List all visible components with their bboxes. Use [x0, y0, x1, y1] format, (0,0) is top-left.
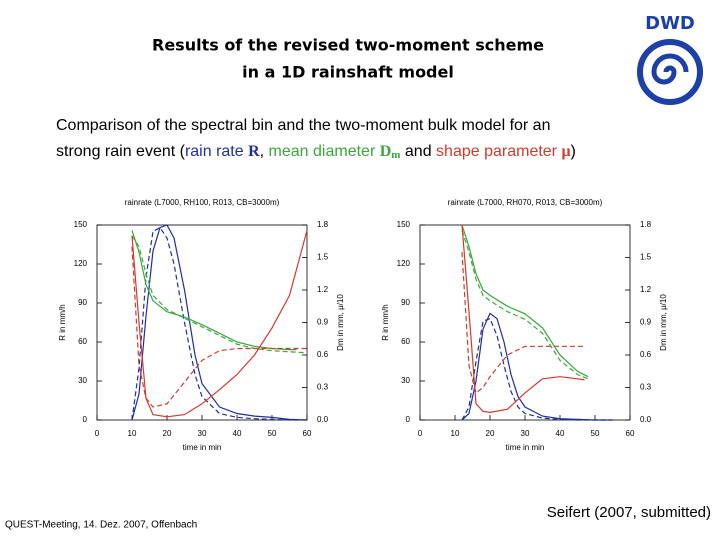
y-tick-label: 0 — [406, 415, 411, 424]
slide-title: Results of the revised two-moment scheme — [152, 36, 544, 55]
y2-axis-label: Dm in mm, μ/10 — [336, 294, 345, 351]
desc-part: mean diameter — [269, 143, 380, 160]
y2-tick-label: 0.0 — [640, 415, 652, 424]
logo-spiral — [651, 53, 689, 85]
desc-part: and — [400, 143, 436, 160]
x-tick-label: 40 — [556, 429, 565, 438]
series-line — [461, 312, 613, 421]
desc-part: , — [260, 143, 269, 160]
description: strong rain event (rain rate R, mean dia… — [56, 143, 576, 161]
dwd-logo: DWD — [636, 13, 703, 106]
x-tick-label: 20 — [486, 429, 495, 438]
series-line — [461, 224, 589, 378]
chart: rainrate (L7000, RH070, R013, CB=3000m) t… — [381, 198, 668, 452]
y2-tick-label: 0.9 — [640, 318, 652, 327]
x-tick-label: 30 — [521, 429, 530, 438]
x-tick-label: 20 — [163, 429, 172, 438]
desc-part: R — [248, 143, 260, 160]
series-line — [131, 246, 307, 408]
series-line — [131, 230, 297, 351]
x-tick-label: 0 — [95, 429, 100, 438]
y-tick-label: 120 — [74, 259, 88, 268]
x-tick-label: 60 — [303, 429, 312, 438]
x-tick-label: 50 — [268, 429, 277, 438]
desc-part: strong rain event ( — [56, 143, 186, 160]
y2-tick-label: 1.8 — [317, 220, 329, 229]
y2-tick-label: 0.0 — [317, 415, 329, 424]
series-line — [131, 230, 308, 418]
logo-ring — [637, 39, 703, 105]
x-tick-label: 30 — [198, 429, 207, 438]
charts: rainrate (L7000, RH100, R013, CB=3000m) t… — [58, 198, 668, 452]
series-line — [461, 317, 613, 421]
series-line — [131, 224, 308, 421]
y-tick-label: 150 — [74, 220, 88, 229]
y-tick-label: 150 — [397, 220, 411, 229]
series-line — [131, 226, 307, 421]
chart-title: rainrate (L7000, RH100, R013, CB=3000m) — [125, 198, 280, 207]
x-tick-label: 10 — [451, 429, 460, 438]
footer: QUEST-Meeting, 14. Dez. 2007, Offenbach — [5, 520, 197, 531]
desc-part: μ — [561, 143, 570, 160]
y2-tick-label: 1.2 — [640, 285, 652, 294]
slide-title: in a 1D rainshaft model — [242, 63, 454, 82]
y2-tick-label: 0.6 — [640, 350, 652, 359]
y-tick-label: 30 — [78, 376, 87, 385]
y2-tick-label: 1.8 — [640, 220, 652, 229]
y2-tick-label: 1.2 — [317, 285, 329, 294]
x-axis-label: time in min — [183, 443, 222, 452]
x-tick-label: 0 — [418, 429, 423, 438]
y-tick-label: 60 — [78, 337, 87, 346]
y2-tick-label: 0.3 — [640, 383, 652, 392]
chart-title: rainrate (L7000, RH070, R013, CB=3000m) — [448, 198, 603, 207]
x-tick-label: 40 — [233, 429, 242, 438]
y2-axis-label: Dm in mm, μ/10 — [659, 294, 668, 351]
x-tick-label: 50 — [591, 429, 600, 438]
x-tick-label: 60 — [626, 429, 635, 438]
logo-text: DWD — [645, 13, 695, 34]
series-line — [131, 235, 308, 354]
desc-part: D — [380, 143, 392, 160]
y-axis-label: R in mm/h — [58, 304, 67, 340]
y2-tick-label: 0.3 — [317, 383, 329, 392]
y2-tick-label: 0.9 — [317, 318, 329, 327]
series-line — [461, 252, 585, 394]
y-tick-label: 90 — [401, 298, 410, 307]
desc-part: shape parameter — [436, 143, 561, 160]
y-tick-label: 60 — [401, 337, 410, 346]
desc-part: rain rate — [185, 143, 248, 160]
chart: rainrate (L7000, RH100, R013, CB=3000m) t… — [58, 198, 345, 452]
y-tick-label: 90 — [78, 298, 87, 307]
y2-tick-label: 1.5 — [640, 253, 652, 262]
x-axis-label: time in min — [506, 443, 545, 452]
plot-frame — [419, 224, 631, 421]
x-tick-label: 10 — [128, 429, 137, 438]
credit: Seifert (2007, submitted) — [547, 504, 711, 521]
desc-part: m — [391, 149, 400, 161]
y-tick-label: 120 — [397, 259, 411, 268]
description: Comparison of the spectral bin and the t… — [56, 117, 550, 134]
y-axis-label: R in mm/h — [381, 304, 390, 340]
series-line — [461, 230, 589, 380]
y2-tick-label: 0.6 — [317, 350, 329, 359]
y2-tick-label: 1.5 — [317, 253, 329, 262]
series-line — [461, 224, 585, 414]
y-tick-label: 30 — [401, 376, 410, 385]
desc-part: ) — [571, 143, 576, 160]
y-tick-label: 0 — [83, 415, 88, 424]
